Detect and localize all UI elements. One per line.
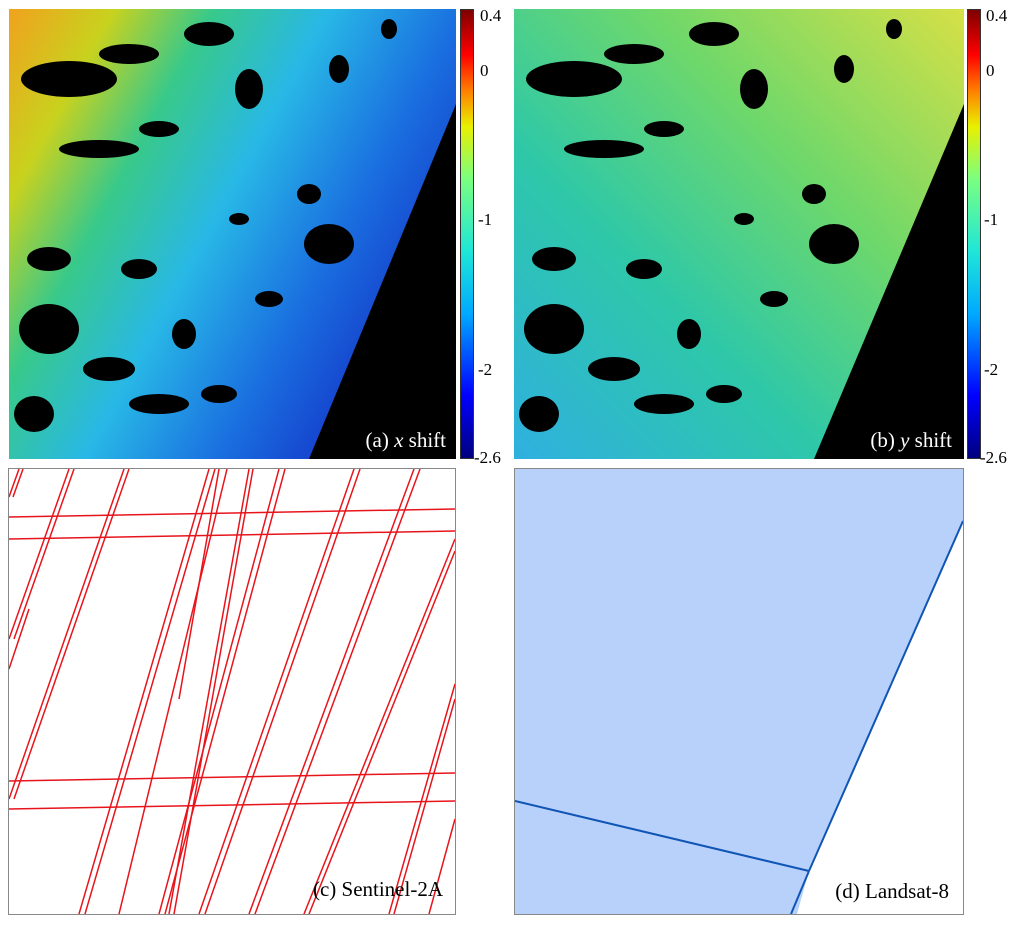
x-shift-map: (a) x shift [9, 9, 456, 459]
y-shift-map: (b) y shift [514, 9, 964, 459]
colorbar-b-tick-3: -2 [984, 360, 999, 379]
colorbar-b-tick-2: -1 [984, 210, 999, 229]
x-shift-raster [9, 9, 456, 459]
colorbar-a-tick-4: -2.6 [474, 448, 501, 467]
panel-c-label: (c) Sentinel-2A [312, 877, 443, 901]
colorbar-a-tick-0: 0.4 [480, 6, 502, 25]
colorbar-b-tick-0: 0.4 [986, 6, 1008, 25]
sentinel-2a-footprints: (c) Sentinel-2A [8, 468, 456, 915]
landsat-8-footprint: (d) Landsat-8 [514, 468, 964, 915]
panel-d-label: (d) Landsat-8 [835, 879, 949, 903]
x-shift-colorbar [460, 9, 474, 459]
colorbar-a-tick-2: -1 [478, 210, 493, 229]
colorbar-b-tick-4: -2.6 [980, 448, 1007, 467]
panel-b-label: (b) y shift [870, 428, 952, 452]
landsat-polygon [515, 469, 963, 914]
colorbar-a-tick-3: -2 [478, 360, 493, 379]
colorbar-b-tick-1: 0 [986, 61, 995, 80]
sentinel-lines [9, 469, 455, 914]
panel-a-label: (a) x shift [365, 428, 446, 452]
y-shift-raster [514, 9, 964, 459]
colorbar-a-tick-1: 0 [480, 61, 489, 80]
y-shift-colorbar [967, 9, 981, 459]
